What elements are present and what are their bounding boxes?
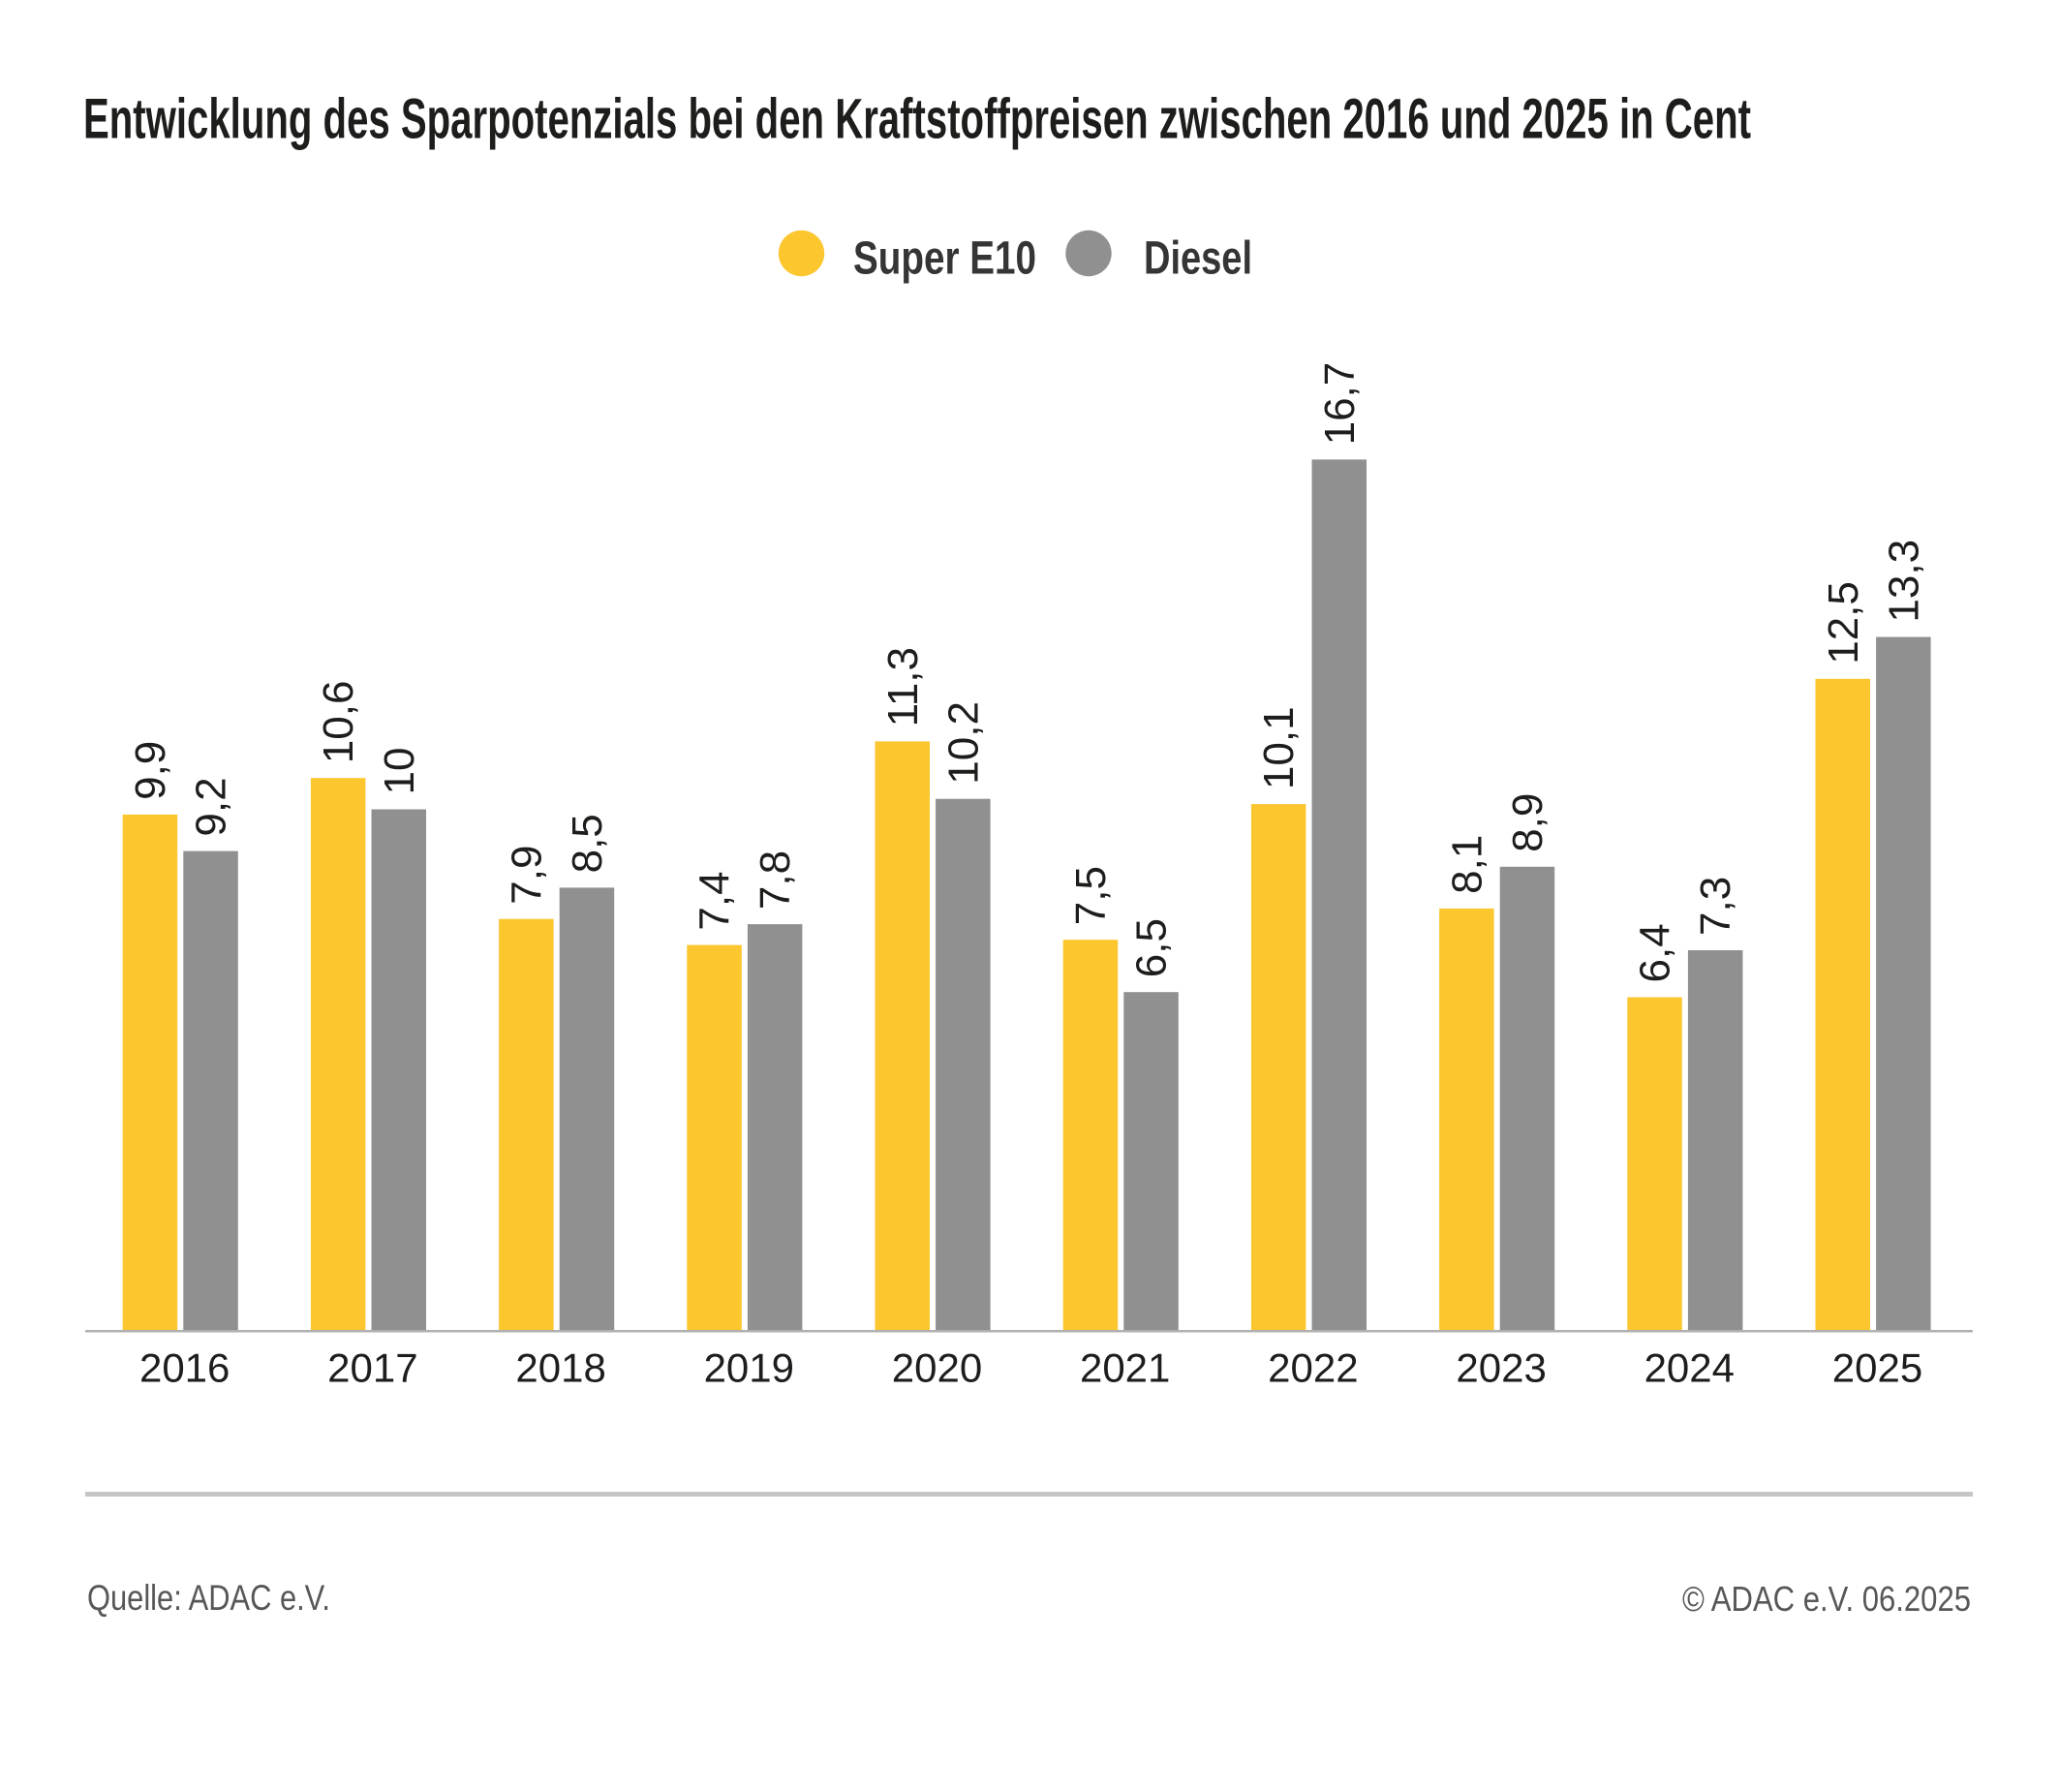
svg-text:7,8: 7,8 [752, 850, 799, 910]
svg-text:10: 10 [376, 748, 423, 795]
svg-text:Diesel: Diesel [1144, 233, 1252, 285]
svg-text:7,9: 7,9 [504, 846, 551, 905]
svg-text:2025: 2025 [1832, 1345, 1922, 1391]
svg-text:Super E10: Super E10 [853, 233, 1036, 285]
svg-text:7,4: 7,4 [691, 871, 739, 930]
svg-text:© ADAC e.V. 06.2025: © ADAC e.V. 06.2025 [1682, 1579, 1971, 1619]
svg-text:10,1: 10,1 [1255, 706, 1303, 789]
svg-text:2016: 2016 [139, 1345, 230, 1391]
svg-text:2020: 2020 [892, 1345, 982, 1391]
svg-text:8,5: 8,5 [564, 814, 611, 873]
svg-text:2019: 2019 [704, 1345, 794, 1391]
svg-text:2018: 2018 [515, 1345, 605, 1391]
svg-text:2017: 2017 [327, 1345, 417, 1391]
svg-text:12,5: 12,5 [1820, 581, 1867, 664]
svg-text:6,4: 6,4 [1632, 923, 1679, 982]
svg-text:2024: 2024 [1644, 1345, 1735, 1391]
svg-text:7,3: 7,3 [1692, 877, 1739, 936]
svg-text:10,2: 10,2 [940, 701, 988, 785]
svg-text:16,7: 16,7 [1316, 362, 1364, 446]
svg-text:9,2: 9,2 [188, 777, 235, 836]
svg-text:13,3: 13,3 [1880, 540, 1927, 623]
svg-text:10,6: 10,6 [315, 681, 362, 764]
svg-text:7,5: 7,5 [1067, 866, 1115, 925]
svg-text:6,5: 6,5 [1128, 918, 1176, 977]
svg-text:Quelle: ADAC e.V.: Quelle: ADAC e.V. [87, 1578, 330, 1618]
svg-text:Entwicklung des Sparpotenzials: Entwicklung des Sparpotenzials bei den K… [83, 88, 1751, 151]
svg-text:2021: 2021 [1080, 1345, 1170, 1391]
svg-text:2023: 2023 [1456, 1345, 1546, 1391]
svg-text:8,9: 8,9 [1504, 793, 1552, 852]
svg-text:2022: 2022 [1268, 1345, 1358, 1391]
svg-text:9,9: 9,9 [127, 741, 174, 800]
svg-text:11,3: 11,3 [879, 647, 927, 726]
svg-text:8,1: 8,1 [1443, 835, 1490, 894]
